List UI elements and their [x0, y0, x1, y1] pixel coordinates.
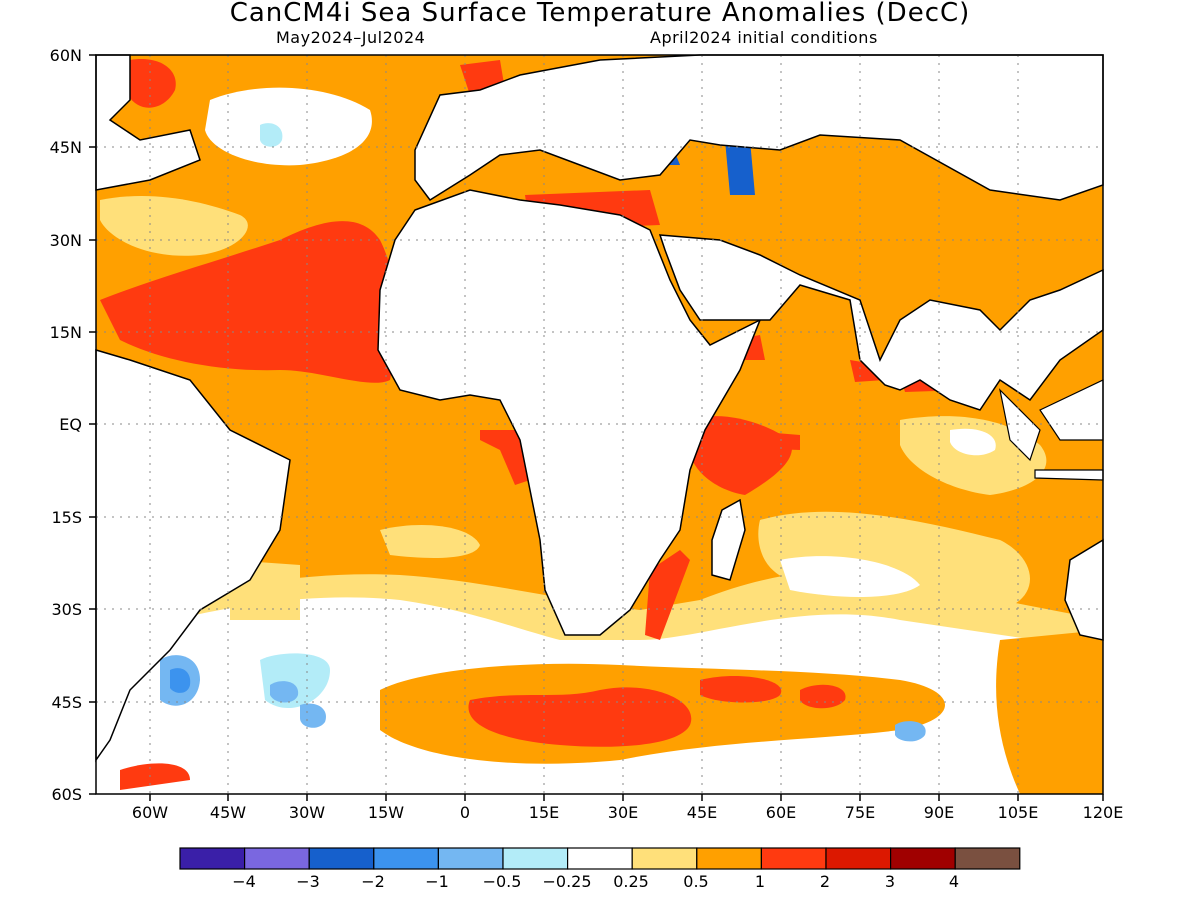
colorbar-swatch	[954, 847, 1021, 870]
lon-label: 60E	[765, 803, 797, 822]
colorbar-swatch	[244, 847, 310, 870]
map-title: CanCM4i Sea Surface Temperature Anomalie…	[229, 0, 971, 28]
colorbar-swatch	[889, 847, 956, 870]
lat-label: 60N	[49, 46, 82, 65]
lat-label: 60S	[51, 785, 82, 804]
colorbar-swatch	[760, 847, 827, 870]
colorbar-swatch	[631, 847, 698, 870]
colorbar-swatch	[566, 847, 633, 870]
lon-label: 30W	[288, 803, 326, 822]
colorbar-swatch	[825, 847, 892, 870]
lat-label: EQ	[59, 415, 82, 434]
colorbar	[179, 847, 1021, 870]
lon-label: 30E	[607, 803, 639, 822]
landmass-madagascar	[711, 498, 746, 581]
colorbar-swatch	[437, 847, 504, 870]
anomaly-plume-south-red	[468, 687, 692, 747]
lon-label: 0	[459, 803, 471, 822]
lon-label: 15E	[528, 803, 560, 822]
lat-label: 15N	[49, 323, 82, 342]
colorbar-swatch	[308, 847, 375, 870]
colorbar-label: 0.25	[613, 872, 649, 891]
axis-ticks	[89, 54, 1104, 801]
colorbar-label: 0.5	[683, 872, 709, 891]
landmass-south-america	[95, 348, 291, 763]
colorbar-label: −2	[361, 872, 385, 891]
initial-conditions-label: April2024 initial conditions	[650, 28, 878, 47]
lat-label: 15S	[51, 508, 82, 527]
colorbar-swatch	[696, 847, 762, 870]
lon-label: 90E	[923, 803, 955, 822]
lat-label: 45N	[49, 138, 82, 157]
colorbar-label: 3	[884, 872, 896, 891]
lon-label: 75E	[844, 803, 876, 822]
landmass-africa	[377, 189, 762, 636]
colorbar-swatch	[502, 847, 569, 870]
colorbar-label: −1	[425, 872, 449, 891]
forecast-period: May2024–Jul2024	[276, 28, 426, 47]
lon-label: 120E	[1082, 803, 1124, 822]
landmass-north-america	[95, 54, 201, 191]
colorbar-label: 1	[754, 872, 766, 891]
colorbar-label: 4	[948, 872, 960, 891]
lon-label: 60W	[131, 803, 169, 822]
lat-label: 30S	[51, 600, 82, 619]
landmass-eurasia	[414, 54, 1104, 202]
lon-label: 15W	[367, 803, 405, 822]
lon-label: 45W	[209, 803, 247, 822]
lat-label: 45S	[51, 693, 82, 712]
lon-label: 105E	[997, 803, 1039, 822]
colorbar-label: −0.25	[542, 872, 592, 891]
colorbar-label: 2	[819, 872, 831, 891]
colorbar-label: −0.5	[482, 872, 522, 891]
colorbar-swatch	[179, 847, 246, 870]
colorbar-label: −3	[296, 872, 320, 891]
landmass-arabia-asia	[658, 234, 1104, 411]
graticule	[96, 55, 1103, 794]
lon-label: 45E	[686, 803, 718, 822]
colorbar-swatch	[373, 847, 439, 870]
lat-label: 30N	[49, 231, 82, 250]
colorbar-label: −4	[232, 872, 256, 891]
anomaly-plume-tropical-atlantic	[100, 221, 397, 383]
